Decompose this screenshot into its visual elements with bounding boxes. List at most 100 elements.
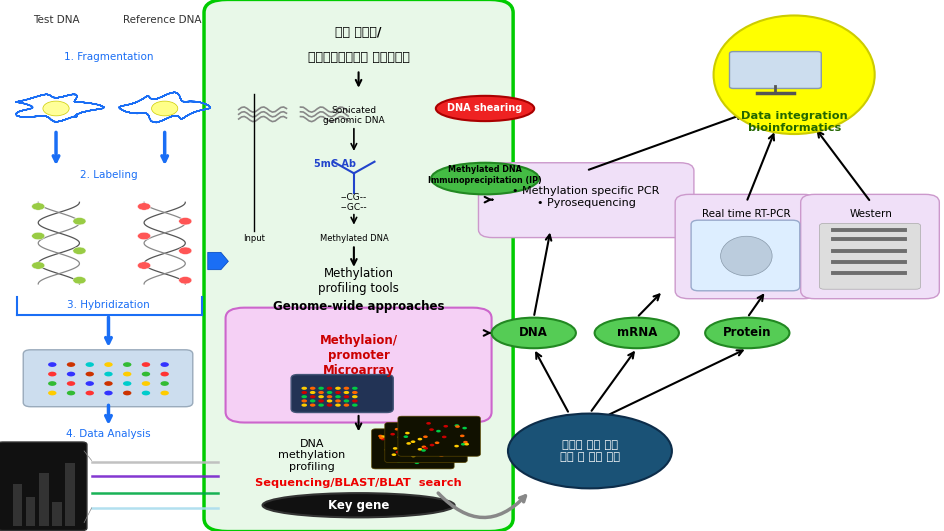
Ellipse shape: [178, 218, 192, 225]
Ellipse shape: [344, 387, 349, 390]
Ellipse shape: [67, 391, 76, 396]
Ellipse shape: [461, 443, 465, 446]
Ellipse shape: [104, 381, 112, 386]
Ellipse shape: [439, 442, 444, 445]
Ellipse shape: [508, 414, 672, 489]
Text: Methylation
profiling tools: Methylation profiling tools: [318, 267, 399, 295]
Ellipse shape: [160, 362, 169, 367]
Text: 검증을 통한 지표
발굴 및 기전 규명: 검증을 통한 지표 발굴 및 기전 규명: [560, 440, 620, 462]
FancyBboxPatch shape: [0, 442, 87, 530]
Ellipse shape: [42, 101, 69, 116]
Bar: [65, 463, 75, 526]
Ellipse shape: [595, 318, 679, 348]
Ellipse shape: [318, 387, 324, 390]
Ellipse shape: [443, 446, 447, 449]
Ellipse shape: [318, 399, 324, 402]
Text: 5mC Ab: 5mC Ab: [314, 159, 356, 169]
Ellipse shape: [455, 425, 460, 428]
Ellipse shape: [310, 399, 315, 402]
Ellipse shape: [327, 395, 332, 398]
Text: DNA: DNA: [519, 327, 548, 339]
Ellipse shape: [379, 435, 383, 438]
Text: 환경유해화학물질 처리세포주: 환경유해화학물질 처리세포주: [308, 51, 410, 64]
Ellipse shape: [104, 391, 112, 396]
Ellipse shape: [427, 422, 430, 425]
Ellipse shape: [454, 424, 459, 427]
Ellipse shape: [123, 381, 131, 386]
Ellipse shape: [438, 439, 443, 442]
Ellipse shape: [73, 218, 86, 225]
Text: Methylated DNA: Methylated DNA: [319, 234, 388, 243]
Ellipse shape: [327, 391, 332, 394]
Ellipse shape: [301, 404, 307, 407]
Ellipse shape: [344, 404, 349, 407]
Ellipse shape: [414, 449, 419, 451]
FancyBboxPatch shape: [675, 194, 818, 299]
FancyBboxPatch shape: [291, 374, 394, 413]
Ellipse shape: [138, 262, 151, 269]
FancyBboxPatch shape: [479, 163, 694, 237]
Ellipse shape: [379, 436, 383, 439]
Ellipse shape: [412, 458, 416, 460]
Ellipse shape: [395, 428, 399, 431]
Ellipse shape: [123, 372, 131, 376]
Bar: [52, 502, 61, 526]
FancyBboxPatch shape: [24, 350, 193, 407]
Text: Sequencing/BLAST/BLAT  search: Sequencing/BLAST/BLAT search: [255, 477, 462, 487]
Ellipse shape: [388, 458, 393, 460]
Ellipse shape: [393, 447, 397, 450]
Ellipse shape: [397, 436, 402, 439]
Ellipse shape: [86, 381, 94, 386]
Ellipse shape: [327, 404, 332, 407]
Ellipse shape: [424, 446, 429, 448]
Ellipse shape: [138, 232, 151, 239]
Ellipse shape: [335, 399, 341, 402]
Ellipse shape: [310, 395, 315, 398]
Text: Western: Western: [850, 209, 892, 219]
Ellipse shape: [464, 443, 469, 446]
FancyBboxPatch shape: [398, 416, 480, 456]
Ellipse shape: [67, 381, 76, 386]
Text: Protein: Protein: [723, 327, 771, 339]
Ellipse shape: [142, 381, 150, 386]
Ellipse shape: [417, 438, 422, 440]
Ellipse shape: [436, 430, 441, 432]
Ellipse shape: [160, 381, 169, 386]
Ellipse shape: [414, 461, 419, 464]
Ellipse shape: [399, 433, 404, 436]
Ellipse shape: [178, 277, 192, 284]
Ellipse shape: [435, 441, 439, 444]
Ellipse shape: [411, 440, 415, 443]
Ellipse shape: [428, 430, 432, 432]
Ellipse shape: [48, 372, 57, 376]
Ellipse shape: [344, 399, 349, 402]
Ellipse shape: [301, 395, 307, 398]
Ellipse shape: [403, 435, 408, 438]
Ellipse shape: [352, 395, 358, 398]
Ellipse shape: [32, 232, 44, 239]
Ellipse shape: [142, 362, 150, 367]
Ellipse shape: [335, 404, 341, 407]
Ellipse shape: [344, 391, 349, 394]
Ellipse shape: [142, 391, 150, 396]
Ellipse shape: [86, 362, 94, 367]
FancyBboxPatch shape: [372, 429, 454, 469]
Ellipse shape: [142, 372, 150, 376]
Ellipse shape: [310, 391, 315, 394]
Ellipse shape: [449, 431, 454, 433]
Ellipse shape: [67, 372, 76, 376]
Ellipse shape: [32, 203, 44, 210]
FancyBboxPatch shape: [819, 224, 920, 289]
Ellipse shape: [262, 493, 455, 517]
FancyBboxPatch shape: [204, 0, 514, 531]
Ellipse shape: [73, 247, 86, 254]
Ellipse shape: [420, 450, 425, 453]
FancyBboxPatch shape: [801, 194, 939, 299]
Bar: [26, 497, 36, 526]
Text: DNA shearing: DNA shearing: [447, 104, 523, 114]
Ellipse shape: [48, 381, 57, 386]
Text: DNA
methylation
profiling: DNA methylation profiling: [278, 439, 346, 472]
Ellipse shape: [421, 449, 426, 452]
Ellipse shape: [396, 448, 401, 450]
Ellipse shape: [436, 96, 534, 121]
